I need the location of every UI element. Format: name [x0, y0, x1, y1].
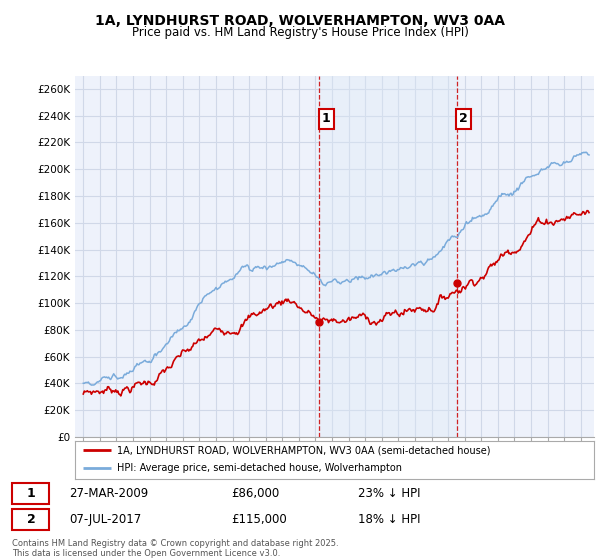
Text: 18% ↓ HPI: 18% ↓ HPI — [358, 513, 420, 526]
Text: 27-MAR-2009: 27-MAR-2009 — [70, 487, 149, 500]
Text: 1A, LYNDHURST ROAD, WOLVERHAMPTON, WV3 0AA (semi-detached house): 1A, LYNDHURST ROAD, WOLVERHAMPTON, WV3 0… — [116, 445, 490, 455]
Text: HPI: Average price, semi-detached house, Wolverhampton: HPI: Average price, semi-detached house,… — [116, 463, 401, 473]
Text: 2: 2 — [459, 113, 468, 125]
Text: 07-JUL-2017: 07-JUL-2017 — [70, 513, 142, 526]
Bar — [319, 76, 457, 437]
Text: 1: 1 — [322, 113, 331, 125]
Text: Price paid vs. HM Land Registry's House Price Index (HPI): Price paid vs. HM Land Registry's House … — [131, 26, 469, 39]
Text: 23% ↓ HPI: 23% ↓ HPI — [358, 487, 420, 500]
FancyBboxPatch shape — [12, 483, 49, 504]
Text: £115,000: £115,000 — [231, 513, 287, 526]
Text: £86,000: £86,000 — [231, 487, 279, 500]
Text: 1A, LYNDHURST ROAD, WOLVERHAMPTON, WV3 0AA: 1A, LYNDHURST ROAD, WOLVERHAMPTON, WV3 0… — [95, 14, 505, 28]
Text: 1: 1 — [26, 487, 35, 500]
Text: Contains HM Land Registry data © Crown copyright and database right 2025.
This d: Contains HM Land Registry data © Crown c… — [12, 539, 338, 558]
Text: 2: 2 — [26, 513, 35, 526]
FancyBboxPatch shape — [12, 509, 49, 530]
